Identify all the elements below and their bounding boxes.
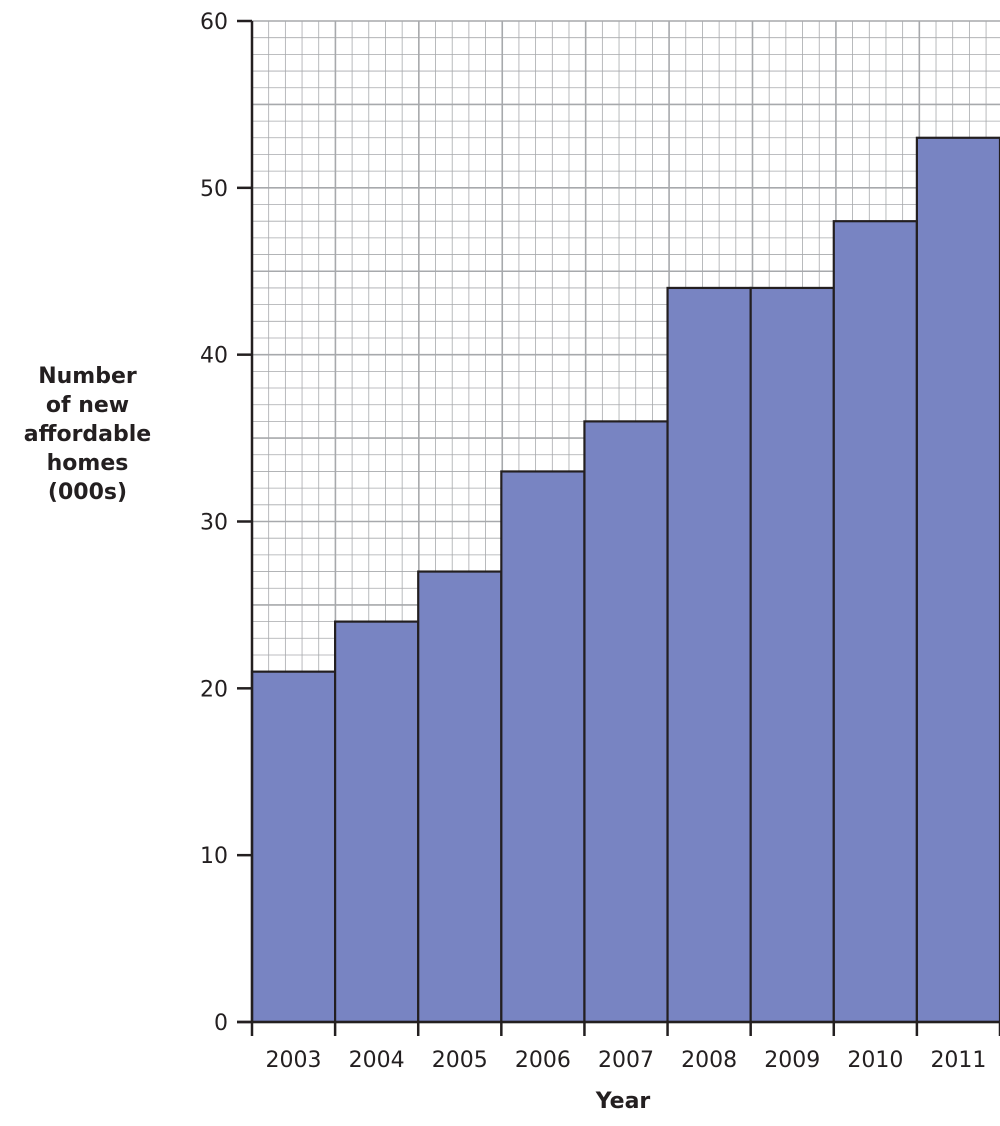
y-axis-title-line: affordable: [23, 422, 152, 447]
x-axis-title: Year: [595, 1089, 651, 1114]
x-tick-label: 2009: [764, 1048, 820, 1073]
x-tick-label: 2011: [930, 1048, 986, 1073]
bar-2009: [749, 286, 835, 1024]
y-tick-label: 50: [200, 177, 228, 202]
y-axis-title: Number of new affordable homes (000s): [0, 362, 175, 507]
bar-2007: [583, 420, 669, 1024]
bars: [250, 136, 1000, 1024]
y-tick-label: 60: [200, 10, 228, 35]
bar-2011: [915, 136, 1000, 1024]
bar-2004: [334, 620, 420, 1024]
y-tick-label: 40: [200, 344, 228, 369]
x-tick-label: 2006: [515, 1048, 571, 1073]
y-axis-title-line: Number: [38, 364, 137, 389]
x-tick-label: 2003: [266, 1048, 322, 1073]
y-axis-title-line: (000s): [47, 480, 128, 505]
y-tick-label: 10: [200, 844, 228, 869]
bar-2006: [500, 470, 586, 1024]
x-tick-label: 2008: [681, 1048, 737, 1073]
x-tick-label: 2010: [847, 1048, 903, 1073]
x-tick-label: 2007: [598, 1048, 654, 1073]
bar-2005: [417, 570, 503, 1024]
y-ticks: 0 10 20 30 40 50 60: [200, 10, 252, 1036]
y-tick-label: 30: [200, 511, 228, 536]
y-axis-title-line: of new: [45, 393, 130, 418]
bar-2003: [250, 670, 337, 1024]
x-tick-label: 2004: [349, 1048, 405, 1073]
bar-2010: [832, 220, 918, 1024]
y-tick-label: 0: [214, 1011, 228, 1036]
y-tick-label: 20: [200, 677, 228, 702]
y-axis-title-line: homes: [46, 451, 129, 476]
x-ticks: 2003 2004 2005 2006 2007 2008 2009 2010 2011: [250, 1022, 1000, 1073]
bar-2008: [666, 286, 752, 1024]
x-tick-label: 2005: [432, 1048, 488, 1073]
